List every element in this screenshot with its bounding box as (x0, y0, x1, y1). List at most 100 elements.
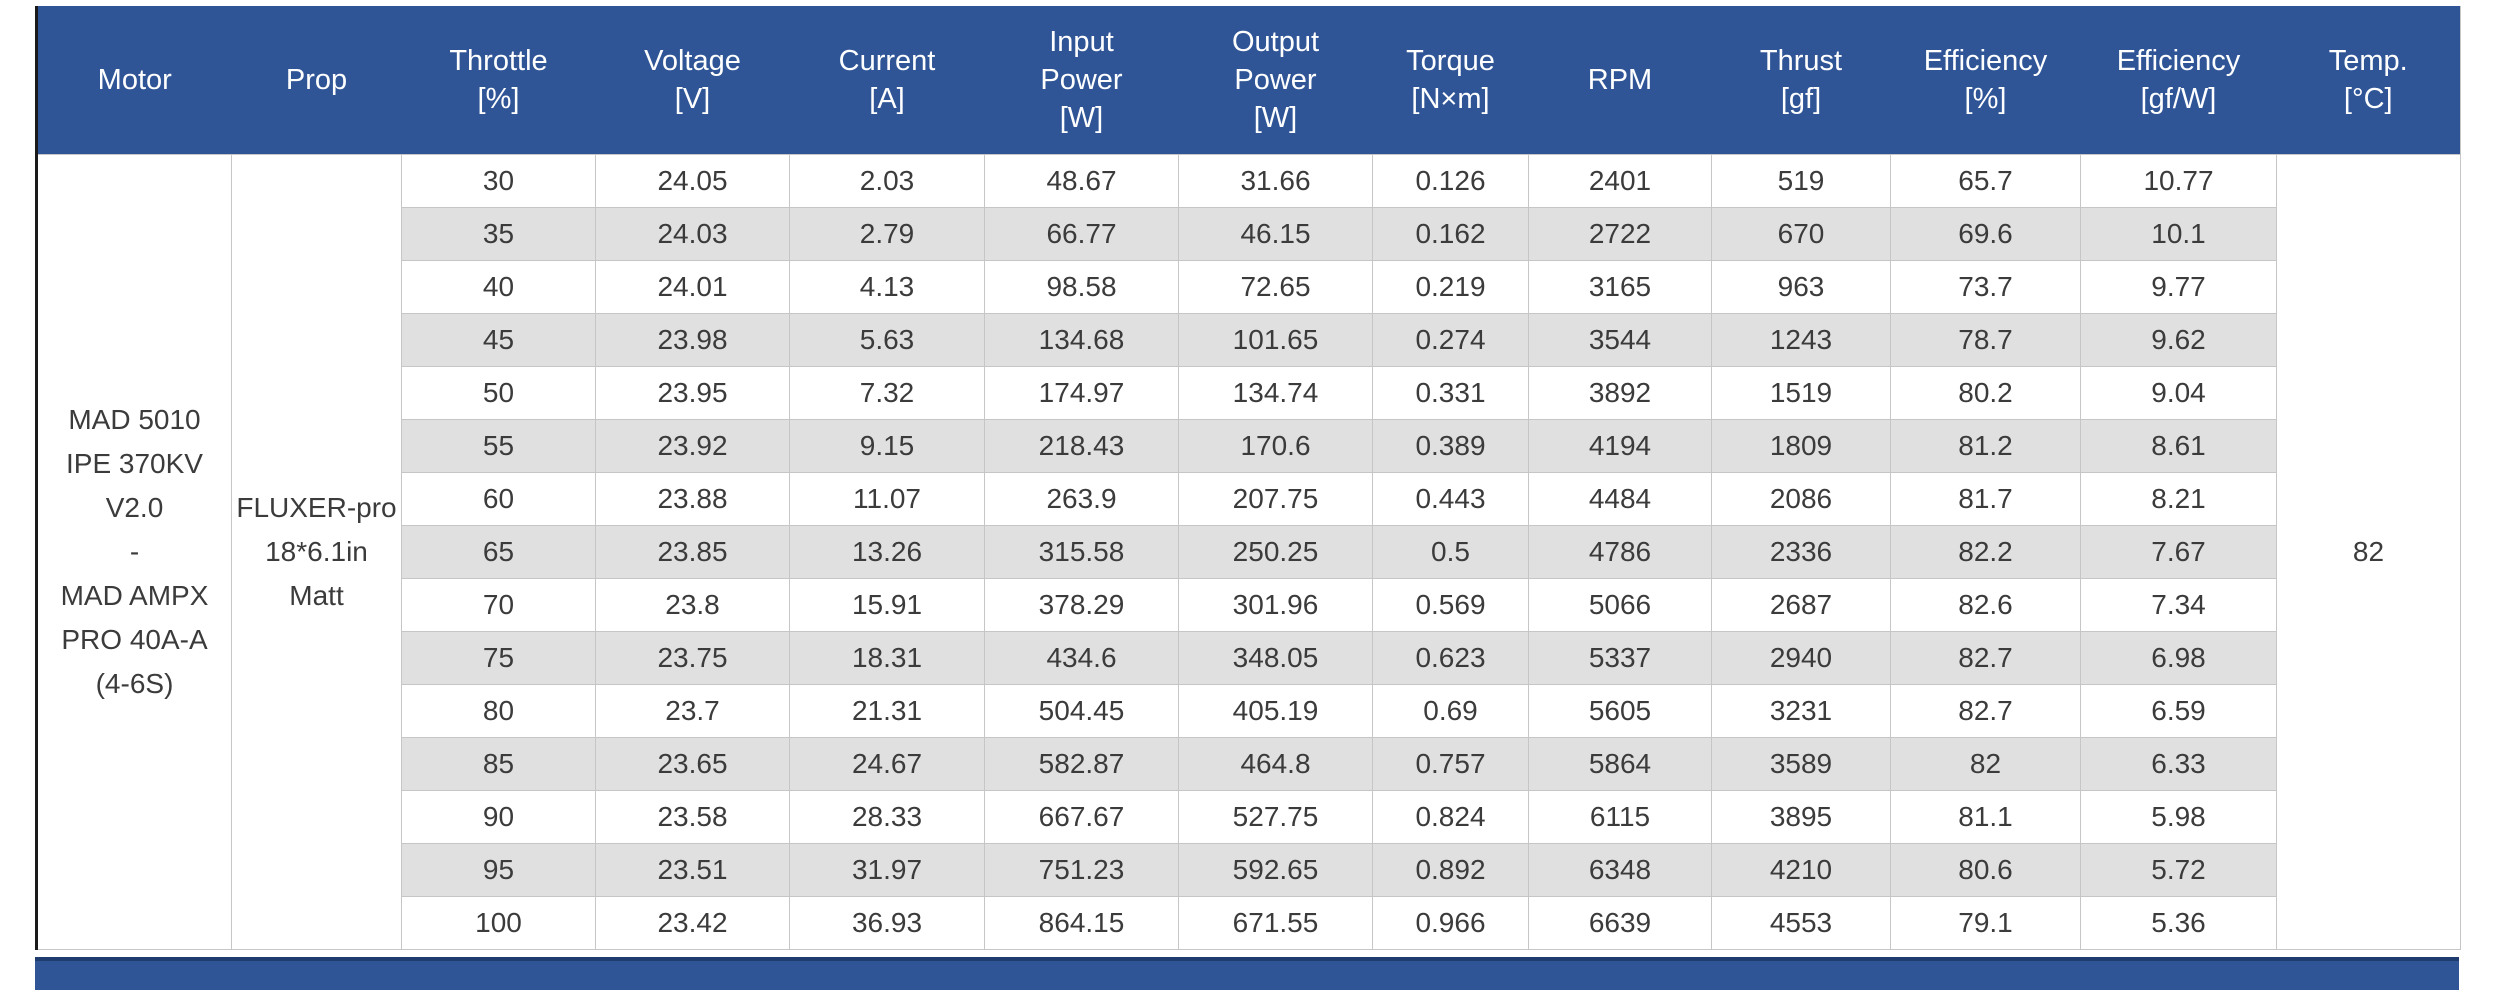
cell-efficiency-gfw: 6.59 (2080, 684, 2277, 738)
cell-efficiency-gfw: 5.98 (2080, 790, 2277, 844)
cell-voltage: 23.75 (595, 631, 790, 685)
column-header-input-power: Input Power [W] (984, 6, 1179, 155)
cell-torque: 0.274 (1372, 313, 1529, 367)
cell-current: 11.07 (789, 472, 985, 526)
table-row: 35 24.03 2.79 66.77 46.15 0.162 2722 670 69.6 10.… (37, 207, 2461, 261)
column-header-line: Input (1049, 26, 1114, 58)
cell-current: 4.13 (789, 260, 985, 314)
cell-efficiency-gfw: 9.04 (2080, 366, 2277, 420)
cell-thrust: 1809 (1711, 419, 1891, 473)
cell-torque: 0.126 (1372, 154, 1529, 208)
cell-efficiency-pct: 82 (1890, 737, 2081, 791)
column-header-line: Thrust (1759, 45, 1843, 77)
cell-current: 15.91 (789, 578, 985, 632)
column-header-voltage: Voltage [V] (595, 6, 790, 155)
cell-input-power: 667.67 (984, 790, 1179, 844)
column-header-temp: Temp. [°C] (2276, 6, 2461, 155)
temp-cell: 82 (2276, 154, 2461, 950)
cell-throttle: 100 (401, 896, 596, 950)
cell-current: 9.15 (789, 419, 985, 473)
cell-output-power: 207.75 (1178, 472, 1373, 526)
cell-voltage: 24.01 (595, 260, 790, 314)
cell-torque: 0.757 (1372, 737, 1529, 791)
column-header-line: Output (1231, 26, 1320, 58)
cell-efficiency-pct: 81.1 (1890, 790, 2081, 844)
column-header-line: Temp. (2328, 45, 2408, 77)
prop-cell: FLUXER-pro 18*6.1in Matt (231, 154, 402, 950)
column-header-efficiency-pct: Efficiency [%] (1890, 6, 2081, 155)
table-row: 45 23.98 5.63 134.68 101.65 0.274 3544 1243 78.7… (37, 313, 2461, 367)
column-header-line: [A] (869, 83, 905, 115)
motor-cell-line: V2.0 (105, 492, 164, 523)
table-row: 80 23.7 21.31 504.45 405.19 0.69 5605 3231 82.7 6… (37, 684, 2461, 738)
column-header-line: Motor (97, 64, 172, 96)
cell-voltage: 23.51 (595, 843, 790, 897)
cell-efficiency-gfw: 10.77 (2080, 154, 2277, 208)
cell-torque: 0.569 (1372, 578, 1529, 632)
cell-torque: 0.389 (1372, 419, 1529, 473)
cell-rpm: 5066 (1528, 578, 1712, 632)
table-row: 55 23.92 9.15 218.43 170.6 0.389 4194 1809 81.2 8… (37, 419, 2461, 473)
cell-efficiency-pct: 81.2 (1890, 419, 2081, 473)
cell-thrust: 519 (1711, 154, 1891, 208)
table-row: 100 23.42 36.93 864.15 671.55 0.966 6639 4553 79… (37, 896, 2461, 950)
cell-current: 7.32 (789, 366, 985, 420)
cell-voltage: 23.65 (595, 737, 790, 791)
table-row: 50 23.95 7.32 174.97 134.74 0.331 3892 1519 80.2… (37, 366, 2461, 420)
cell-voltage: 23.42 (595, 896, 790, 950)
motor-cell-line: (4-6S) (95, 668, 174, 699)
column-header-line: Prop (285, 64, 348, 96)
cell-thrust: 3895 (1711, 790, 1891, 844)
cell-thrust: 963 (1711, 260, 1891, 314)
column-header-line: Power (1040, 64, 1123, 96)
cell-input-power: 66.77 (984, 207, 1179, 261)
cell-throttle: 60 (401, 472, 596, 526)
table-row: 70 23.8 15.91 378.29 301.96 0.569 5066 2687 82.6… (37, 578, 2461, 632)
cell-efficiency-pct: 73.7 (1890, 260, 2081, 314)
table-row: 65 23.85 13.26 315.58 250.25 0.5 4786 2336 82.2 7… (37, 525, 2461, 579)
column-header-line: Torque (1406, 45, 1495, 77)
cell-rpm: 2401 (1528, 154, 1712, 208)
cell-output-power: 46.15 (1178, 207, 1373, 261)
cell-efficiency-gfw: 8.21 (2080, 472, 2277, 526)
cell-current: 5.63 (789, 313, 985, 367)
column-header-line: Efficiency (1923, 45, 2048, 77)
cell-input-power: 48.67 (984, 154, 1179, 208)
cell-torque: 0.966 (1372, 896, 1529, 950)
column-header-output-power: Output Power [W] (1178, 6, 1373, 155)
cell-torque: 0.623 (1372, 631, 1529, 685)
cell-efficiency-gfw: 9.77 (2080, 260, 2277, 314)
cell-voltage: 24.05 (595, 154, 790, 208)
cell-rpm: 6115 (1528, 790, 1712, 844)
cell-output-power: 31.66 (1178, 154, 1373, 208)
column-header-line: [N×m] (1411, 83, 1490, 115)
table-row: 60 23.88 11.07 263.9 207.75 0.443 4484 2086 81.7… (37, 472, 2461, 526)
table-row: 90 23.58 28.33 667.67 527.75 0.824 6115 3895 81.… (37, 790, 2461, 844)
table-body: MAD 5010 IPE 370KV V2.0 - MAD AMPX PRO 40A-A (… (36, 154, 2461, 950)
cell-input-power: 504.45 (984, 684, 1179, 738)
header-row: Motor Prop Throttle [%] Voltage [V] Current [A]… (36, 6, 2461, 155)
cell-thrust: 2336 (1711, 525, 1891, 579)
cell-input-power: 98.58 (984, 260, 1179, 314)
cell-efficiency-pct: 81.7 (1890, 472, 2081, 526)
cell-current: 24.67 (789, 737, 985, 791)
cell-voltage: 23.8 (595, 578, 790, 632)
cell-voltage: 23.98 (595, 313, 790, 367)
cell-efficiency-gfw: 5.36 (2080, 896, 2277, 950)
cell-input-power: 864.15 (984, 896, 1179, 950)
cell-voltage: 23.85 (595, 525, 790, 579)
cell-efficiency-gfw: 7.67 (2080, 525, 2277, 579)
cell-efficiency-pct: 82.2 (1890, 525, 2081, 579)
cell-rpm: 4194 (1528, 419, 1712, 473)
column-header-throttle: Throttle [%] (401, 6, 596, 155)
cell-efficiency-pct: 79.1 (1890, 896, 2081, 950)
cell-thrust: 3231 (1711, 684, 1891, 738)
cell-throttle: 80 (401, 684, 596, 738)
cell-input-power: 378.29 (984, 578, 1179, 632)
column-header-line: Efficiency (2116, 45, 2241, 77)
cell-throttle: 65 (401, 525, 596, 579)
motor-cell-line: PRO 40A-A (61, 624, 208, 655)
motor-cell-line: MAD AMPX (60, 580, 209, 611)
cell-throttle: 45 (401, 313, 596, 367)
cell-thrust: 1519 (1711, 366, 1891, 420)
